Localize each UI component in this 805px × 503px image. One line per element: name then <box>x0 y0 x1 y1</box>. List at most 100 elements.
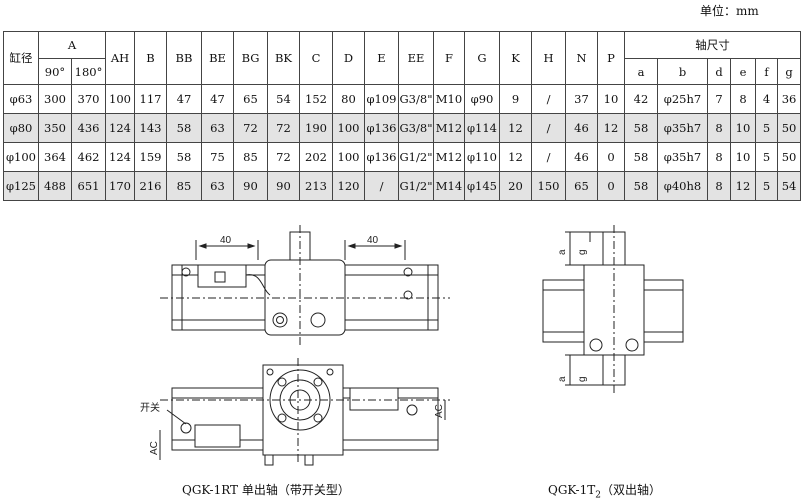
table-cell: 5 <box>755 171 778 201</box>
table-cell: 90 <box>233 171 268 201</box>
hdr-bore: 缸径 <box>3 31 39 85</box>
table-cell: φ136 <box>364 142 399 172</box>
table-cell: 124 <box>105 113 135 143</box>
hdr-F: F <box>433 31 465 85</box>
table-cell: φ35h7 <box>657 113 708 143</box>
table-cell: 75 <box>201 142 234 172</box>
table-cell: 65 <box>233 84 268 114</box>
table-cell: 63 <box>201 113 234 143</box>
table-cell: φ90 <box>464 84 500 114</box>
table-cell: 213 <box>299 171 333 201</box>
table-cell: / <box>531 113 566 143</box>
table-cell: 370 <box>71 84 106 114</box>
table-cell: 100 <box>332 113 365 143</box>
label-AC-left: AC <box>149 441 160 455</box>
table-row: φ63 300 370 100 117 47 47 65 54 152 80 φ109 G3/8" M10… <box>3 84 802 114</box>
table-cell: 63 <box>201 171 234 201</box>
table-cell: φ100 <box>3 142 39 172</box>
table-cell: 12 <box>499 113 532 143</box>
label-a-bot: a <box>557 376 568 382</box>
hdr-e: e <box>730 58 756 85</box>
table-cell: 300 <box>38 84 72 114</box>
hdr-A-90: 90° <box>38 58 72 85</box>
table-cell: 120 <box>332 171 365 201</box>
table-cell: 10 <box>730 113 756 143</box>
table-cell: 152 <box>299 84 333 114</box>
hdr-d: d <box>707 58 731 85</box>
hdr-G: G <box>464 31 500 85</box>
table-cell: 124 <box>105 142 135 172</box>
table-cell: 47 <box>201 84 234 114</box>
hdr-BE: BE <box>201 31 234 85</box>
table-cell: 9 <box>499 84 532 114</box>
table-cell: φ80 <box>3 113 39 143</box>
label-switch: 开关 <box>140 401 160 414</box>
table-cell: 65 <box>565 171 598 201</box>
hdr-N: N <box>565 31 598 85</box>
table-cell: / <box>364 171 399 201</box>
table-cell: G1/2" <box>398 171 434 201</box>
hdr-P: P <box>597 31 625 85</box>
table-cell: φ40h8 <box>657 171 708 201</box>
table-cell: 150 <box>531 171 566 201</box>
hdr-A: A <box>38 31 106 59</box>
label-a-top: a <box>557 249 568 255</box>
table-cell: 46 <box>565 142 598 172</box>
table-cell: 100 <box>332 142 365 172</box>
hdr-K: K <box>499 31 532 85</box>
table-cell: φ109 <box>364 84 399 114</box>
table-cell: 58 <box>624 113 658 143</box>
double-shaft-drawing: a g a g <box>542 225 684 395</box>
table-cell: 46 <box>565 113 598 143</box>
table-cell: 42 <box>624 84 658 114</box>
dim-40-left: 40 <box>220 235 232 246</box>
table-cell: 0 <box>597 142 625 172</box>
caption-right-prefix: QGK-1T <box>548 483 596 497</box>
hdr-D: D <box>332 31 365 85</box>
table-cell: φ35h7 <box>657 142 708 172</box>
hdr-shaft: 轴尺寸 <box>623 31 802 59</box>
table-cell: 58 <box>166 113 202 143</box>
table-cell: M14 <box>433 171 465 201</box>
table-cell: 462 <box>71 142 106 172</box>
table-cell: 80 <box>332 84 365 114</box>
table-cell: 85 <box>166 171 202 201</box>
hdr-a: a <box>624 58 658 85</box>
hdr-g: g <box>776 58 802 85</box>
hdr-EE: EE <box>398 31 434 85</box>
table-cell: 47 <box>166 84 202 114</box>
table-cell: 117 <box>134 84 167 114</box>
hdr-H: H <box>531 31 566 85</box>
table-cell: φ136 <box>364 113 399 143</box>
hdr-BK: BK <box>267 31 300 85</box>
table-cell: 488 <box>38 171 72 201</box>
table-cell: φ145 <box>464 171 500 201</box>
table-cell: 54 <box>267 84 300 114</box>
table-row: φ100 364 462 124 159 58 75 85 72 202 100 φ136 G1/2" M… <box>3 142 802 172</box>
table-cell: φ63 <box>3 84 39 114</box>
table-cell: 8 <box>707 113 731 143</box>
technical-drawings: 40 40 <box>140 225 684 466</box>
label-g-top: g <box>577 249 588 255</box>
table-row: φ125 488 651 170 216 85 63 90 90 213 120/G1/2" M14 φ… <box>3 171 802 201</box>
table-cell: 58 <box>624 171 658 201</box>
table-cell: 7 <box>707 84 731 114</box>
table-cell: 10 <box>597 84 625 114</box>
table-cell: 8 <box>730 84 756 114</box>
table-cell: 651 <box>71 171 106 201</box>
table-cell: 170 <box>105 171 135 201</box>
front-view-drawing: 开关 AC AC <box>140 358 450 466</box>
table-cell: 72 <box>267 113 300 143</box>
table-cell: 0 <box>597 171 625 201</box>
caption-right: QGK-1T2（双出轴） <box>548 481 661 500</box>
table-cell: 8 <box>707 171 731 201</box>
table-cell: M12 <box>433 142 465 172</box>
table-cell: G1/2" <box>398 142 434 172</box>
table-cell: φ125 <box>3 171 39 201</box>
hdr-A-180: 180° <box>71 58 106 85</box>
table-cell: G3/8" <box>398 113 434 143</box>
table-cell: 54 <box>776 171 802 201</box>
table-cell: 72 <box>233 113 268 143</box>
table-cell: 5 <box>755 142 778 172</box>
table-row: φ80 350 436 124 143 58 63 72 72 190 100 φ136 G3/8" M1… <box>3 113 802 143</box>
